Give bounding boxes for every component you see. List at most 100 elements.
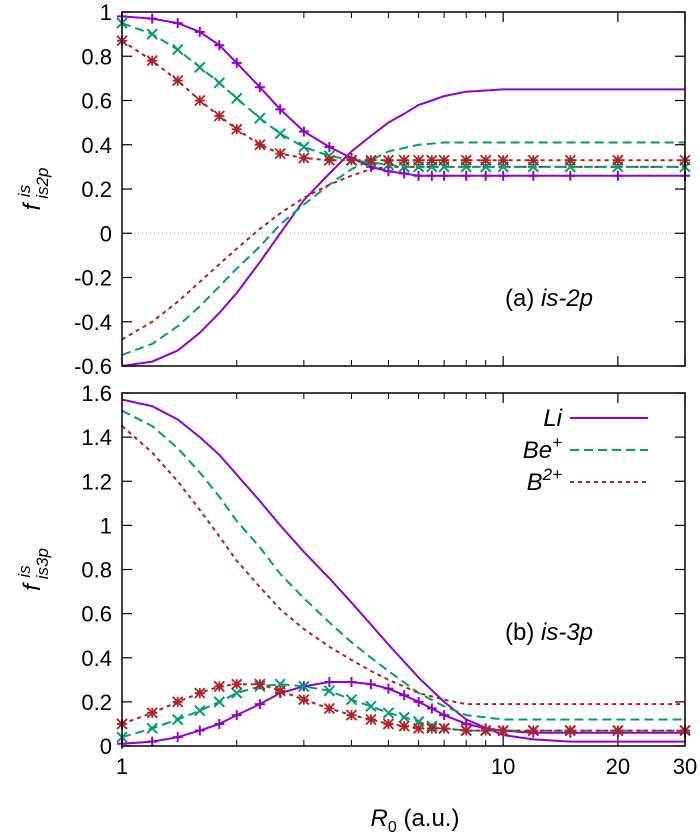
y-tick-label: 0.8 (81, 44, 112, 69)
data-marker (346, 677, 357, 688)
data-marker (146, 707, 158, 719)
plot-frame (121, 11, 686, 367)
legend-label-text: Be (523, 437, 552, 464)
series-B (121, 425, 685, 706)
x-axis-label-sub: 0 (388, 819, 397, 836)
data-marker (564, 154, 576, 166)
data-marker (254, 678, 266, 690)
data-marker (147, 13, 158, 24)
x-axis-label-main: R (371, 805, 388, 832)
data-marker (147, 736, 158, 747)
data-marker (324, 141, 335, 152)
series-line (121, 88, 685, 367)
data-marker (426, 170, 437, 181)
data-marker (172, 74, 184, 87)
data-marker (194, 61, 206, 74)
data-marker (612, 154, 624, 166)
panel-a: -0.6 -0.4 -0.2 0 0.2 0.4 0.6 0.8 1 f isis2p (a) is… (15, 0, 691, 379)
series-Be (121, 141, 685, 356)
y-tick-label: 0.6 (81, 89, 112, 114)
y-tick-label: 0 (100, 734, 112, 759)
legend-label-text: B (527, 469, 543, 496)
y-tick-label: 1 (100, 0, 112, 25)
data-marker (612, 724, 624, 737)
legend-label-sup: + (552, 433, 562, 452)
data-marker (146, 722, 158, 735)
data-marker (298, 152, 310, 164)
legend-label: B2+ (527, 465, 562, 496)
data-marker (365, 700, 377, 712)
data-marker (398, 711, 410, 724)
data-marker (194, 687, 206, 699)
data-marker (323, 685, 336, 697)
series-Li (121, 88, 685, 367)
data-marker (231, 57, 242, 68)
data-marker (324, 677, 335, 688)
data-marker (213, 77, 226, 89)
data-marker (213, 110, 225, 122)
data-marker (274, 147, 286, 160)
data-marker (194, 94, 206, 107)
data-marker (213, 680, 225, 693)
data-marker (298, 126, 309, 137)
data-marker (231, 687, 243, 699)
data-marker (365, 154, 377, 166)
y-tick-label: 1.6 (81, 381, 112, 406)
data-marker (345, 693, 358, 706)
data-marker (214, 718, 225, 729)
series-Li (121, 398, 685, 743)
y-tick-label: 0.4 (81, 133, 112, 158)
data-marker (460, 154, 472, 166)
data-marker (498, 170, 509, 181)
data-marker (399, 168, 410, 179)
series-line (121, 15, 685, 177)
data-marker (438, 722, 450, 734)
data-marker (460, 724, 472, 737)
data-marker (171, 43, 184, 56)
data-marker (254, 112, 266, 124)
series-line (121, 22, 685, 168)
data-marker (323, 154, 336, 166)
data-marker (413, 170, 424, 181)
x-axis-label: R0 (a.u.) (371, 805, 460, 836)
data-marker (231, 92, 243, 104)
data-marker (426, 154, 438, 166)
legend-label: Be+ (523, 433, 562, 464)
y-axis-label-sup: is (15, 184, 34, 197)
data-marker (231, 678, 243, 690)
data-marker (398, 154, 410, 166)
y-tick-label: 0.6 (81, 602, 112, 627)
series-line (121, 409, 685, 721)
y-tick-label: -0.6 (74, 354, 112, 379)
data-marker (194, 26, 205, 37)
series-B-star (116, 678, 691, 737)
legend-label-sup: 2+ (542, 465, 562, 484)
data-marker (298, 680, 310, 693)
data-marker (214, 40, 225, 51)
x-tick-label: 1 (116, 754, 128, 779)
panel-label: (b) is-3p (505, 619, 593, 646)
data-marker (146, 55, 158, 67)
series-line (121, 683, 685, 739)
data-marker (612, 170, 623, 181)
data-marker (398, 720, 410, 732)
data-marker (480, 724, 492, 737)
plot-frame (121, 392, 686, 747)
data-marker (564, 724, 576, 737)
y-tick-label: 0.8 (81, 558, 112, 583)
y-axis-label: f isis2p (15, 168, 52, 211)
data-marker (412, 722, 425, 734)
data-marker (461, 170, 472, 181)
y-tick-label: 0.2 (81, 690, 112, 715)
data-marker (213, 696, 226, 708)
x-tick-label: 10 (491, 754, 515, 779)
data-marker (323, 702, 336, 715)
panel-label-id: (a) (505, 285, 541, 312)
data-marker (172, 732, 183, 743)
data-marker (365, 679, 376, 690)
data-marker (274, 685, 286, 697)
data-marker (426, 703, 437, 714)
series-line (121, 398, 685, 743)
y-axis-label: f isis3p (15, 548, 52, 591)
